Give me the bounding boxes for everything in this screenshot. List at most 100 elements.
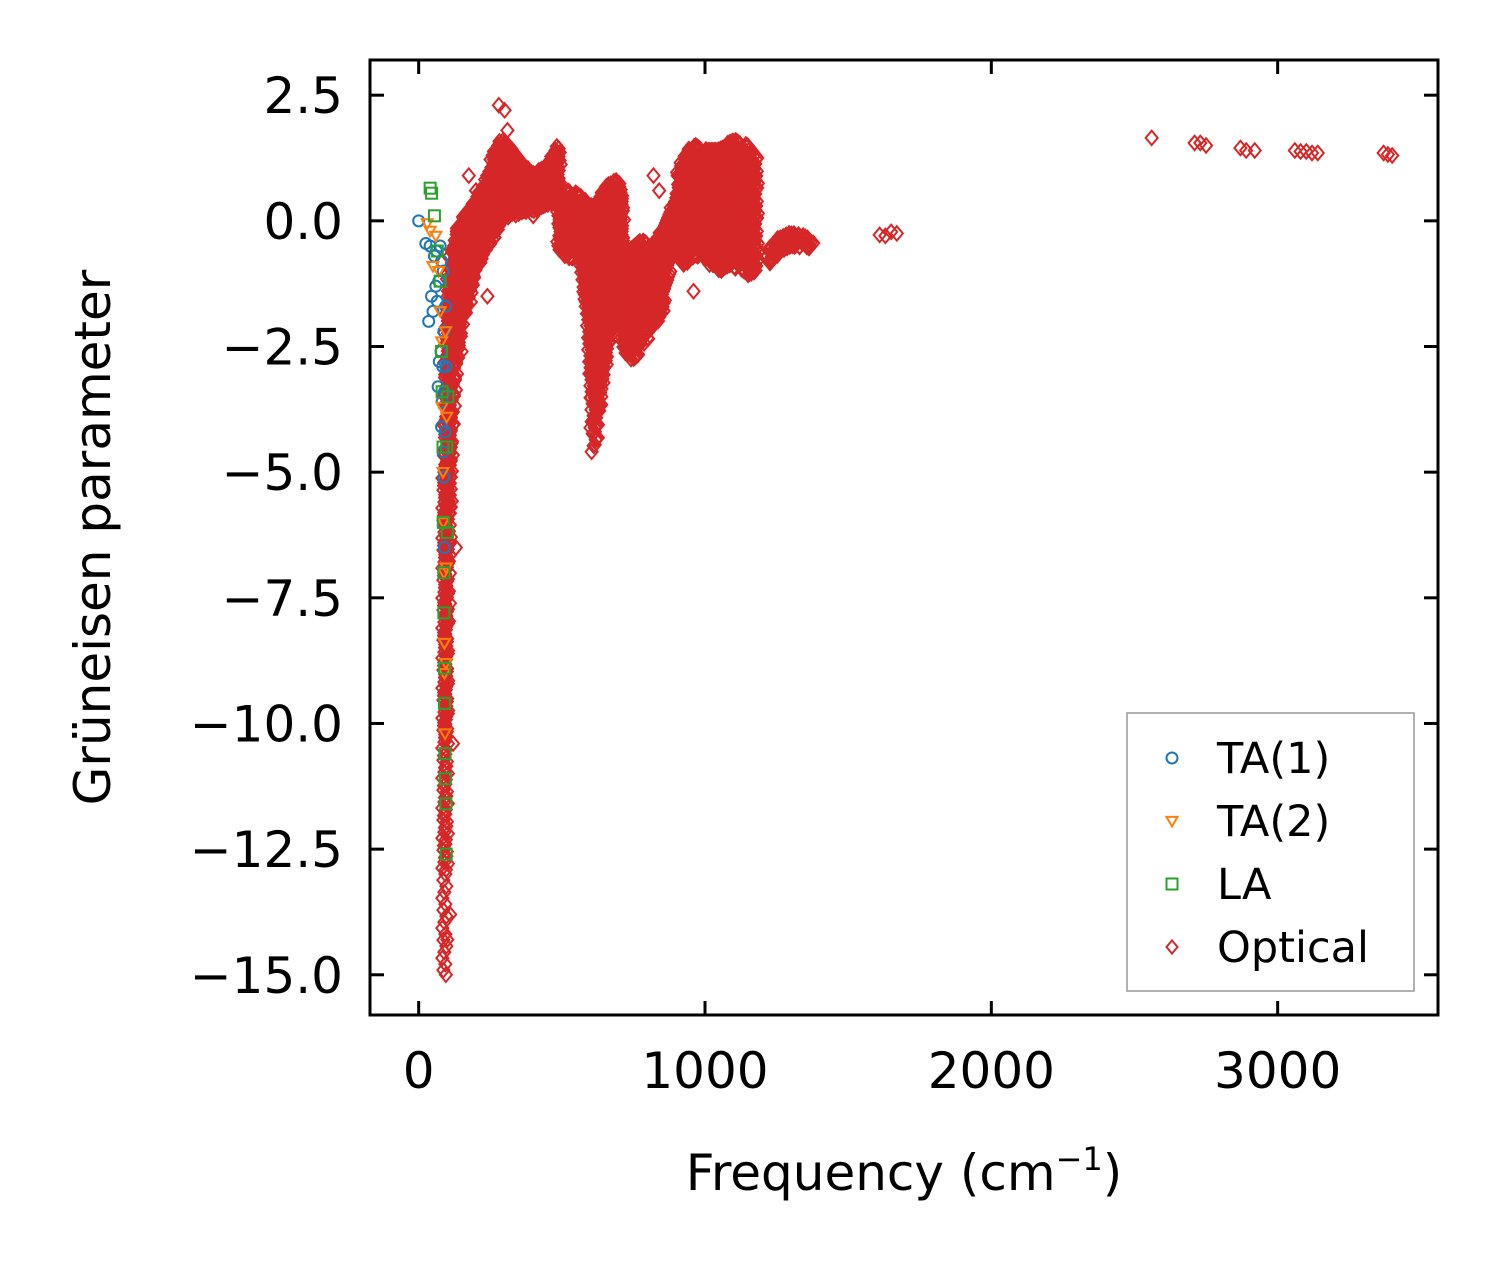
optical-point: [491, 96, 507, 114]
optical-point: [616, 210, 632, 229]
optical-point: [440, 854, 456, 873]
data-point: [439, 360, 453, 374]
data-point: [439, 411, 454, 425]
optical-point: [1187, 134, 1202, 152]
data-point: [440, 525, 454, 539]
optical-point: [525, 207, 541, 225]
optical-point: [480, 287, 495, 305]
optical-point: [805, 234, 821, 252]
optical-point: [451, 336, 467, 355]
data-point: [427, 209, 441, 223]
data-point: [428, 230, 444, 244]
optical-point: [448, 538, 464, 557]
optical-point: [591, 401, 607, 420]
optical-point: [553, 155, 569, 174]
optical-point: [454, 342, 469, 361]
optical-point: [594, 371, 609, 390]
optical-point: [640, 329, 656, 348]
optical-point: [1238, 141, 1254, 160]
optical-point: [592, 393, 607, 412]
optical-point: [446, 415, 462, 433]
optical-point: [439, 877, 454, 895]
optical-point: [463, 293, 479, 311]
optical-point: [448, 355, 464, 373]
la-series: [423, 181, 455, 861]
optical-point: [461, 166, 477, 185]
optical-point: [440, 930, 455, 949]
optical-point: [1144, 129, 1159, 147]
optical-point: [444, 492, 460, 510]
optical-point: [451, 333, 467, 352]
optical-point: [1233, 139, 1248, 157]
optical-point: [801, 232, 817, 250]
data-point: [436, 517, 451, 530]
optical-point: [443, 409, 459, 427]
data-point: [438, 747, 452, 761]
optical-point: [453, 324, 469, 343]
data-point: [431, 265, 446, 279]
optical-point: [1384, 146, 1400, 165]
optical-point: [594, 387, 609, 406]
data-point: [435, 345, 449, 359]
optical-point: [646, 166, 661, 185]
optical-point: [747, 258, 763, 277]
optical-dense-region: [435, 131, 821, 979]
optical-point: [450, 318, 466, 337]
optical-point: [636, 334, 652, 352]
optical-point: [594, 379, 609, 398]
optical-series: [438, 96, 1400, 984]
data-point: [439, 847, 453, 861]
plot-series: [412, 96, 1400, 984]
optical-point: [599, 355, 615, 374]
optical-point: [1247, 141, 1263, 160]
data-point: [420, 218, 435, 231]
optical-point: [872, 226, 887, 244]
data-point: [439, 797, 453, 811]
optical-point: [449, 345, 465, 364]
optical-point: [750, 234, 766, 253]
optical-point: [657, 291, 673, 309]
optical-point: [482, 234, 498, 253]
data-point: [437, 661, 451, 675]
optical-point: [438, 966, 454, 984]
optical-point: [440, 824, 456, 843]
optical-point: [448, 381, 464, 399]
optical-point: [468, 181, 484, 200]
data-point: [432, 306, 448, 319]
data-point: [437, 541, 451, 555]
optical-point: [750, 174, 766, 193]
optical-point: [436, 961, 451, 979]
optical-point: [571, 202, 587, 220]
data-point: [437, 728, 453, 742]
optical-point: [799, 238, 815, 256]
data-point: [437, 606, 451, 620]
optical-point: [639, 324, 654, 343]
optical-point: [497, 101, 512, 120]
data-point: [437, 637, 452, 651]
optical-point: [1198, 136, 1214, 155]
optical-point: [511, 191, 527, 210]
data-point: [433, 274, 447, 288]
optical-point: [749, 252, 765, 271]
optical-point: [442, 498, 458, 516]
optical-point: [449, 365, 465, 383]
data-point: [438, 425, 452, 439]
optical-point: [686, 282, 701, 300]
data-point: [437, 566, 451, 580]
optical-point: [438, 955, 453, 973]
optical-point: [676, 255, 691, 274]
optical-point: [500, 121, 515, 140]
optical-point: [643, 320, 658, 338]
data-point: [440, 440, 454, 454]
data-point: [434, 336, 449, 349]
data-point: [441, 390, 455, 404]
optical-point: [438, 860, 454, 879]
optical-point: [447, 397, 463, 415]
optical-point: [1293, 142, 1308, 161]
optical-point: [1310, 144, 1326, 162]
optical-point: [1376, 144, 1391, 162]
optical-point: [439, 907, 454, 925]
optical-point: [662, 262, 678, 281]
optical-point: [1304, 144, 1320, 162]
